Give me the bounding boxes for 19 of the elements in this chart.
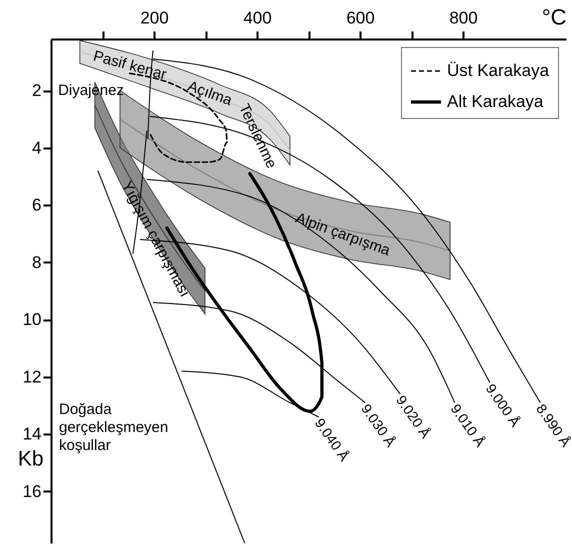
y-tick-label: 10 (22, 310, 42, 330)
y-tick-label: 6 (32, 196, 42, 215)
y-tick-label: 2 (32, 81, 42, 100)
x-tick-label: 800 (449, 8, 478, 28)
y-axis-title: Kb (18, 448, 44, 470)
x-tick-label: 200 (140, 8, 169, 28)
y-tick-label: 12 (22, 367, 42, 386)
legend-label: Üst Karakaya (447, 61, 550, 80)
legend-label: Alt Karakaya (447, 92, 544, 111)
annotation: Açılma (185, 78, 235, 110)
x-tick-label: 600 (346, 8, 375, 28)
y-tick-label: 8 (32, 252, 42, 272)
x-tick-label: 400 (243, 8, 272, 28)
annotation: Pasif kenar (91, 48, 168, 84)
x-axis-title: °C (542, 4, 567, 30)
y-tick-label: 16 (22, 482, 42, 501)
annotation: Doğada gerçekleşmeyen koşullar (59, 401, 168, 454)
y-tick-label: 14 (22, 424, 42, 444)
y-tick-label: 4 (32, 138, 42, 158)
